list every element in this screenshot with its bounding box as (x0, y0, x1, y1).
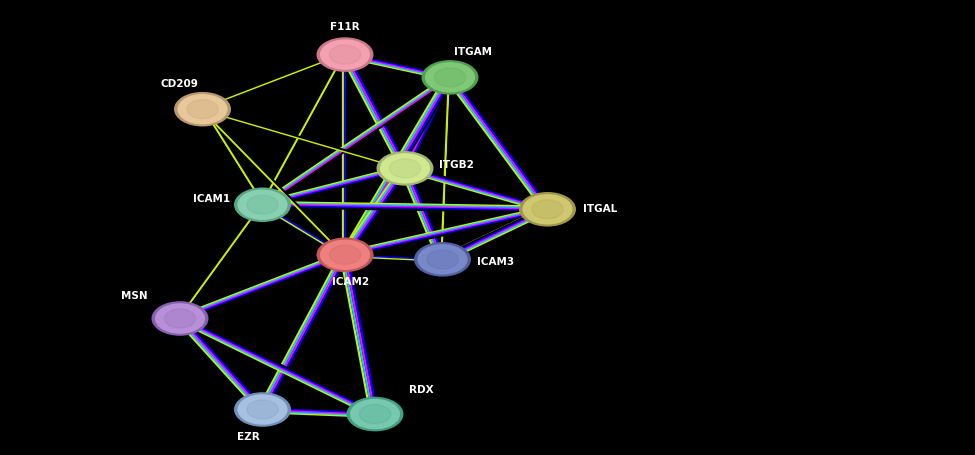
Circle shape (317, 238, 373, 272)
Circle shape (155, 303, 205, 334)
Circle shape (234, 187, 291, 222)
Circle shape (151, 301, 209, 336)
Text: ICAM2: ICAM2 (332, 277, 370, 287)
Circle shape (376, 151, 434, 186)
Circle shape (247, 400, 278, 419)
Text: ITGB2: ITGB2 (440, 160, 475, 170)
Text: EZR: EZR (237, 432, 259, 442)
Circle shape (519, 192, 576, 227)
Circle shape (320, 240, 370, 270)
Circle shape (247, 195, 278, 214)
Circle shape (425, 62, 475, 92)
Circle shape (523, 194, 572, 224)
Text: ICAM1: ICAM1 (193, 194, 230, 204)
Circle shape (165, 309, 196, 328)
Circle shape (417, 244, 468, 274)
Circle shape (234, 392, 291, 427)
Circle shape (414, 242, 471, 277)
Circle shape (330, 45, 361, 64)
Circle shape (427, 250, 458, 269)
Circle shape (317, 37, 373, 72)
Text: ITGAL: ITGAL (583, 204, 618, 214)
Text: F11R: F11R (331, 22, 360, 32)
Text: ITGAM: ITGAM (453, 47, 491, 57)
Text: RDX: RDX (410, 385, 434, 395)
Text: CD209: CD209 (161, 79, 199, 89)
Circle shape (389, 159, 420, 178)
Circle shape (320, 40, 370, 70)
Circle shape (350, 399, 400, 429)
Circle shape (360, 404, 391, 424)
Text: MSN: MSN (121, 291, 148, 301)
Circle shape (380, 153, 430, 183)
Text: ICAM3: ICAM3 (477, 257, 514, 267)
Circle shape (177, 94, 227, 124)
Circle shape (434, 68, 466, 87)
Circle shape (174, 92, 231, 126)
Circle shape (187, 100, 218, 119)
Circle shape (531, 200, 564, 219)
Circle shape (346, 397, 404, 431)
Circle shape (330, 245, 361, 264)
Circle shape (421, 60, 479, 95)
Circle shape (238, 190, 288, 220)
Circle shape (238, 394, 288, 425)
